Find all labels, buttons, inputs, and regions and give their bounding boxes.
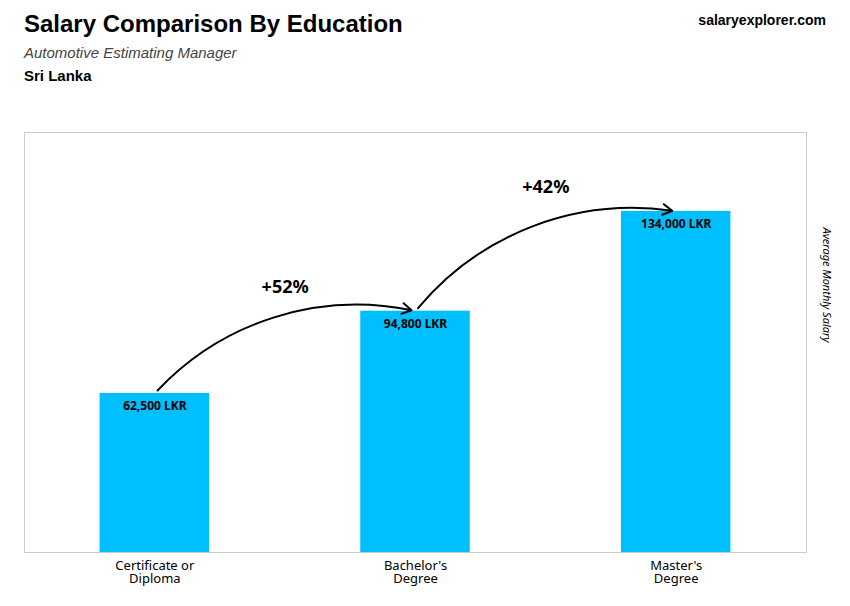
svg-text:Certificate orDiploma: Certificate orDiploma xyxy=(115,556,195,587)
html-text:salaryexplorer.com: salaryexplorer.com xyxy=(698,12,826,28)
svg-text:134,000 LKR: 134,000 LKR xyxy=(641,215,711,232)
svg-text:62,500 LKR: 62,500 LKR xyxy=(123,397,187,414)
svg-text:+52%: +52% xyxy=(262,274,309,298)
svg-text:94,800 LKR: 94,800 LKR xyxy=(384,315,448,332)
html-text:Salary Comparison By Education: Salary Comparison By Education xyxy=(24,10,403,37)
svg-text:Bachelor'sDegree: Bachelor'sDegree xyxy=(384,556,447,587)
svg-text:Average Monthly Salary: Average Monthly Salary xyxy=(820,226,835,343)
html-text:Automotive Estimating Manager: Automotive Estimating Manager xyxy=(24,44,237,61)
html-text:Sri Lanka: Sri Lanka xyxy=(24,67,92,84)
svg-text:+42%: +42% xyxy=(522,174,569,198)
svg-text:Master'sDegree: Master'sDegree xyxy=(650,556,702,587)
